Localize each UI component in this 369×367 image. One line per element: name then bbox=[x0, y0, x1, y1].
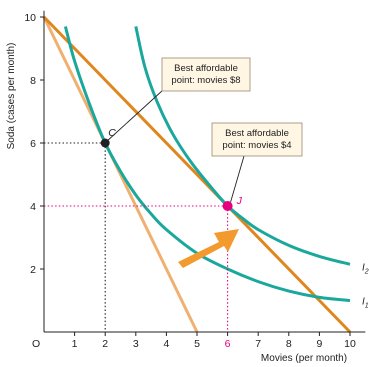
budget-line-movies-4 bbox=[42, 15, 352, 334]
annotation-text-line: point: movies $4 bbox=[222, 140, 291, 151]
annotation-leader-line bbox=[107, 89, 164, 141]
annotation-box bbox=[211, 122, 303, 157]
indifference-curve-I2 bbox=[134, 26, 351, 266]
y-tick-label: 6 bbox=[30, 138, 36, 150]
shift-arrow-shape bbox=[178, 229, 239, 268]
annotation-leader-line bbox=[230, 155, 245, 203]
annotation-text-line: Best affordable bbox=[225, 128, 289, 139]
x-axis-ticks: 1 2 3 4 5 6 7 8 9 10 bbox=[72, 332, 356, 350]
indifference-curve-label: I2 bbox=[362, 262, 369, 275]
curve-label-subscript: 2 bbox=[364, 268, 369, 275]
y-tick-label: 8 bbox=[30, 75, 36, 87]
guides-layer bbox=[44, 142, 229, 332]
indifference-curve-label: I1 bbox=[362, 297, 369, 310]
x-tick-label: 6 bbox=[225, 338, 231, 350]
y-axis-label: Soda (cases per month) bbox=[6, 43, 17, 150]
points-layer: CJ bbox=[100, 127, 243, 211]
x-tick-label: 3 bbox=[133, 338, 139, 350]
budget-line-movies-8 bbox=[42, 16, 199, 333]
y-tick-label: 4 bbox=[30, 201, 36, 213]
shift-arrow bbox=[178, 229, 239, 268]
x-axis-label: Movies (per month) bbox=[261, 353, 347, 364]
indifference-curve-I1 bbox=[63, 26, 351, 302]
curve-label-subscript: 1 bbox=[365, 303, 369, 310]
x-tick-label: 1 bbox=[72, 338, 78, 350]
y-tick-label: 10 bbox=[24, 12, 36, 24]
point-C bbox=[100, 138, 110, 148]
point-label-J: J bbox=[236, 195, 243, 207]
curve-label-name: I bbox=[362, 262, 365, 273]
x-tick-label: 10 bbox=[344, 338, 356, 350]
y-axis-ticks: 2 4 6 8 10 bbox=[24, 12, 44, 276]
curve-label-name: I bbox=[362, 297, 365, 308]
point-label-C: C bbox=[108, 127, 116, 139]
y-tick-label: 2 bbox=[30, 264, 36, 276]
annotation-text-line: Best affordable bbox=[174, 63, 238, 74]
origin-label: O bbox=[32, 338, 40, 350]
x-tick-label: 8 bbox=[286, 338, 292, 350]
annotation-box bbox=[161, 57, 251, 92]
x-tick-label: 7 bbox=[255, 338, 261, 350]
x-tick-label: 4 bbox=[163, 338, 169, 350]
point-J bbox=[222, 201, 233, 211]
x-tick-label: 5 bbox=[194, 338, 200, 350]
annotation-text-line: point: movies $8 bbox=[171, 75, 240, 86]
x-tick-label: 2 bbox=[102, 338, 108, 350]
x-tick-label: 9 bbox=[316, 338, 322, 350]
